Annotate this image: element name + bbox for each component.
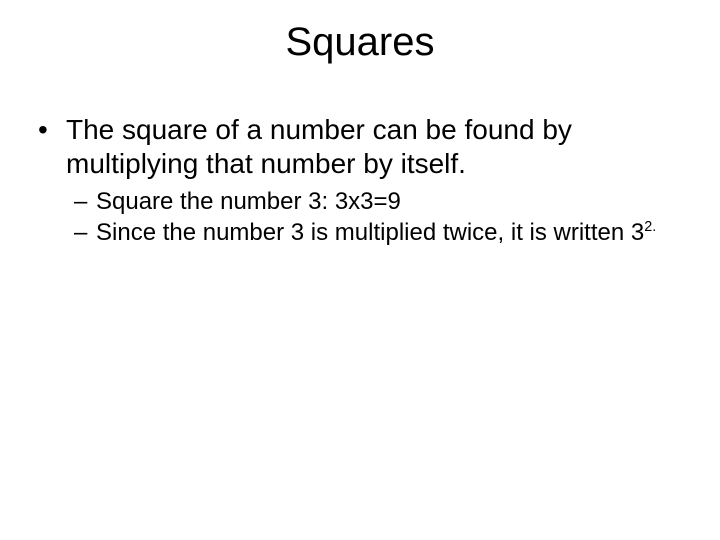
main-bullet-item: The square of a number can be found by m… [38,113,680,180]
sub-bullet-list: Square the number 3: 3x3=9 Since the num… [0,188,720,248]
sub-bullet-item: Since the number 3 is multiplied twice, … [74,219,680,248]
sub-bullet-item: Square the number 3: 3x3=9 [74,188,680,217]
main-bullet-list: The square of a number can be found by m… [0,113,720,180]
sub-bullet-prefix: Since the number 3 is multiplied twice, … [96,219,644,246]
slide-title: Squares [0,20,720,65]
superscript: 2. [644,219,656,235]
slide-container: Squares The square of a number can be fo… [0,0,720,540]
